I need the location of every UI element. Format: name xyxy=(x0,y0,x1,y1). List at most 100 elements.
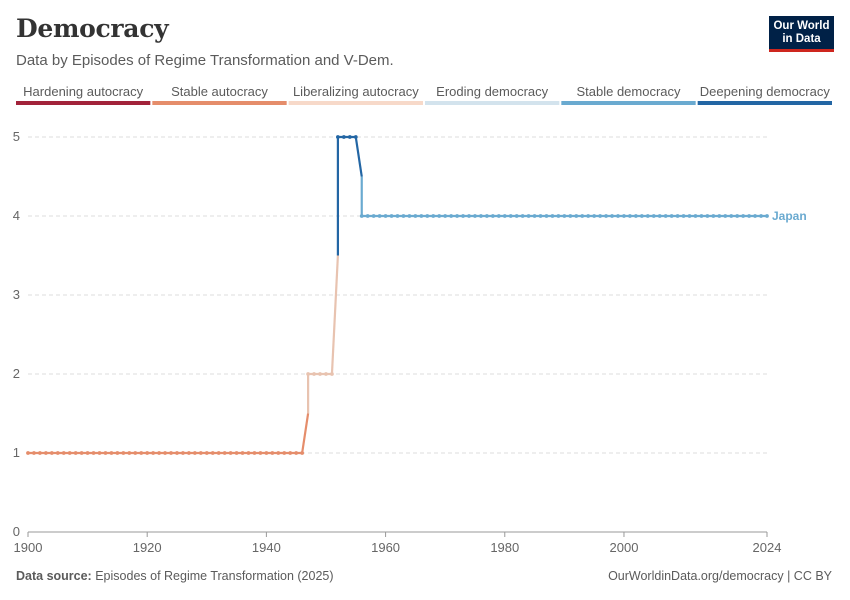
data-point[interactable] xyxy=(437,214,442,218)
data-point[interactable] xyxy=(67,451,72,455)
data-point[interactable] xyxy=(538,214,543,218)
data-point[interactable] xyxy=(276,451,281,455)
data-point[interactable] xyxy=(198,451,203,455)
data-point[interactable] xyxy=(645,214,650,218)
data-point[interactable] xyxy=(711,214,716,218)
data-point[interactable] xyxy=(163,451,167,455)
data-point[interactable] xyxy=(586,214,591,218)
data-point[interactable] xyxy=(389,214,394,218)
data-point[interactable] xyxy=(562,214,567,218)
data-point[interactable] xyxy=(675,214,680,218)
data-point[interactable] xyxy=(425,214,430,218)
data-point[interactable] xyxy=(759,214,763,218)
owid-logo[interactable]: Our World in Data xyxy=(769,16,834,52)
data-point[interactable] xyxy=(365,214,370,218)
data-point[interactable] xyxy=(443,214,448,218)
data-point[interactable] xyxy=(97,451,102,455)
data-point[interactable] xyxy=(639,214,644,218)
data-point[interactable] xyxy=(270,451,275,455)
data-point[interactable] xyxy=(121,451,126,455)
data-point[interactable] xyxy=(705,214,710,218)
data-point[interactable] xyxy=(330,372,334,376)
data-point[interactable] xyxy=(347,135,352,139)
data-point[interactable] xyxy=(169,451,173,455)
legend-swatch[interactable] xyxy=(697,101,832,105)
data-point[interactable] xyxy=(401,214,406,218)
data-point[interactable] xyxy=(657,214,662,218)
data-point[interactable] xyxy=(502,214,507,218)
data-point[interactable] xyxy=(735,214,740,218)
legend-swatch[interactable] xyxy=(288,101,423,105)
data-point[interactable] xyxy=(431,214,436,218)
data-point[interactable] xyxy=(145,451,150,455)
data-point[interactable] xyxy=(175,451,179,455)
data-point[interactable] xyxy=(61,451,66,455)
data-point[interactable] xyxy=(407,214,412,218)
data-point[interactable] xyxy=(216,451,221,455)
data-point[interactable] xyxy=(568,214,573,218)
data-point[interactable] xyxy=(604,214,608,218)
data-point[interactable] xyxy=(717,214,722,218)
data-source-text[interactable]: Episodes of Regime Transformation (2025) xyxy=(95,569,334,583)
data-point[interactable] xyxy=(79,451,84,455)
data-point[interactable] xyxy=(753,214,757,218)
legend-swatch[interactable] xyxy=(152,101,287,105)
data-point[interactable] xyxy=(574,214,579,218)
data-point[interactable] xyxy=(598,214,603,218)
data-point[interactable] xyxy=(341,135,346,139)
data-point[interactable] xyxy=(628,214,632,218)
data-point[interactable] xyxy=(556,214,561,218)
data-point[interactable] xyxy=(73,451,78,455)
data-point[interactable] xyxy=(490,214,495,218)
data-point[interactable] xyxy=(473,214,477,218)
data-point[interactable] xyxy=(240,451,245,455)
data-point[interactable] xyxy=(157,451,162,455)
data-point[interactable] xyxy=(353,135,358,139)
data-point[interactable] xyxy=(204,451,209,455)
data-point[interactable] xyxy=(252,451,257,455)
data-point[interactable] xyxy=(669,214,674,218)
data-point[interactable] xyxy=(747,214,752,218)
data-point[interactable] xyxy=(693,214,698,218)
data-point[interactable] xyxy=(336,135,340,139)
data-point[interactable] xyxy=(192,451,197,455)
data-point[interactable] xyxy=(413,214,418,218)
data-point[interactable] xyxy=(508,214,513,218)
data-point[interactable] xyxy=(264,451,269,455)
data-point[interactable] xyxy=(395,214,400,218)
data-point[interactable] xyxy=(651,214,656,218)
data-point[interactable] xyxy=(26,451,30,455)
data-point[interactable] xyxy=(312,372,316,376)
data-point[interactable] xyxy=(127,451,132,455)
legend-swatch[interactable] xyxy=(16,101,151,105)
credit-link[interactable]: OurWorldinData.org/democracy | CC BY xyxy=(608,569,832,583)
data-point[interactable] xyxy=(85,451,90,455)
data-point[interactable] xyxy=(294,451,299,455)
data-point[interactable] xyxy=(484,214,489,218)
data-point[interactable] xyxy=(496,214,501,218)
data-point[interactable] xyxy=(115,451,120,455)
data-point[interactable] xyxy=(532,214,537,218)
data-point[interactable] xyxy=(49,451,54,455)
data-point[interactable] xyxy=(479,214,483,218)
legend-swatch[interactable] xyxy=(425,101,560,105)
data-point[interactable] xyxy=(687,214,692,218)
data-point[interactable] xyxy=(38,451,42,455)
data-point[interactable] xyxy=(467,214,471,218)
legend-swatch[interactable] xyxy=(561,101,696,105)
data-point[interactable] xyxy=(282,451,287,455)
data-point[interactable] xyxy=(449,214,454,218)
data-point[interactable] xyxy=(514,214,519,218)
data-point[interactable] xyxy=(681,214,686,218)
data-point[interactable] xyxy=(258,451,263,455)
data-point[interactable] xyxy=(377,214,382,218)
data-point[interactable] xyxy=(318,372,322,376)
data-point[interactable] xyxy=(91,451,96,455)
data-point[interactable] xyxy=(210,451,215,455)
data-point[interactable] xyxy=(187,451,191,455)
data-point[interactable] xyxy=(234,451,239,455)
data-point[interactable] xyxy=(300,451,305,455)
data-point[interactable] xyxy=(359,214,364,218)
data-point[interactable] xyxy=(455,214,459,218)
data-point[interactable] xyxy=(520,214,525,218)
